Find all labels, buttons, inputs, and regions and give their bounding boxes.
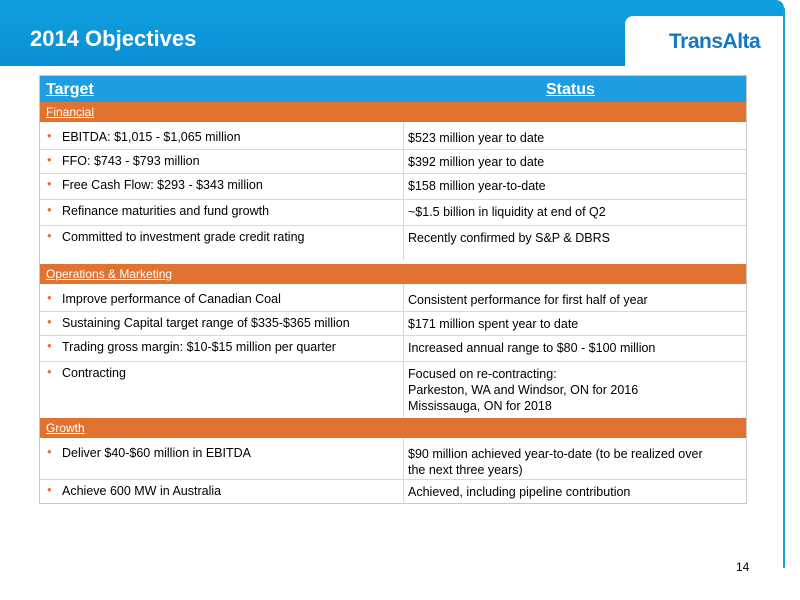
bullet-icon: • [47, 176, 52, 191]
status-line: Focused on re-contracting: [408, 367, 557, 381]
table-header: Target Status [40, 76, 746, 102]
table-row: • Committed to investment grade credit r… [40, 226, 746, 264]
table-row: • Contracting Focused on re-contracting:… [40, 362, 746, 418]
target-cell: Deliver $40-$60 million in EBITDA [62, 446, 251, 460]
column-header-status: Status [546, 81, 595, 98]
target-cell: Free Cash Flow: $293 - $343 million [62, 178, 263, 192]
section-label: Financial [46, 105, 95, 119]
section-growth: Growth [40, 418, 746, 438]
bullet-icon: • [47, 364, 52, 379]
target-cell: Trading gross margin: $10-$15 million pe… [62, 340, 336, 354]
table-row: • Deliver $40-$60 million in EBITDA $90 … [40, 442, 746, 480]
table-row: • Trading gross margin: $10-$15 million … [40, 336, 746, 362]
logo-container: TransAlta [625, 16, 783, 66]
section-operations-marketing: Operations & Marketing [40, 264, 746, 284]
right-divider [783, 8, 785, 568]
status-cell: $392 million year to date [408, 155, 545, 169]
table-row: • Refinance maturities and fund growth ~… [40, 200, 746, 226]
bullet-icon: • [47, 482, 52, 497]
table-row: • EBITDA: $1,015 - $1,065 million $523 m… [40, 126, 746, 150]
status-cell: Consistent performance for first half of… [408, 293, 648, 307]
column-divider [403, 284, 404, 418]
bullet-icon: • [47, 444, 52, 459]
slide-title: 2014 Objectives [30, 26, 197, 51]
column-header-target: Target [46, 81, 94, 98]
bullet-icon: • [47, 290, 52, 305]
status-cell: Increased annual range to $80 - $100 mil… [408, 341, 656, 355]
bullet-icon: • [47, 314, 52, 329]
status-cell: $523 million year to date [408, 131, 545, 145]
status-cell: $158 million year-to-date [408, 179, 546, 193]
target-cell: Sustaining Capital target range of $335-… [62, 316, 350, 330]
section-financial: Financial [40, 102, 746, 122]
status-line: the next three years) [408, 463, 523, 477]
status-line: $90 million achieved year-to-date (to be… [408, 447, 703, 461]
target-cell: Contracting [62, 366, 126, 380]
target-cell: Improve performance of Canadian Coal [62, 292, 281, 306]
status-cell: $171 million spent year to date [408, 317, 579, 331]
target-cell: Achieve 600 MW in Australia [62, 484, 222, 498]
target-cell: EBITDA: $1,015 - $1,065 million [62, 130, 241, 144]
bullet-icon: • [47, 202, 52, 217]
status-cell: $90 million achieved year-to-date (to be… [408, 446, 738, 478]
status-cell: Focused on re-contracting: Parkeston, WA… [408, 366, 738, 414]
slide-header: 2014 Objectives TransAlta [0, 0, 784, 66]
bullet-icon: • [47, 128, 52, 143]
page-number: 14 [736, 560, 750, 574]
bullet-icon: • [47, 152, 52, 167]
table-row: • Achieve 600 MW in Australia Achieved, … [40, 480, 746, 502]
objectives-table: Target Status Financial • EBITDA: $1,015… [39, 75, 747, 504]
bullet-icon: • [47, 338, 52, 353]
transalta-logo: TransAlta [669, 30, 761, 53]
status-cell: Recently confirmed by S&P & DBRS [408, 231, 610, 245]
target-cell: Refinance maturities and fund growth [62, 204, 270, 218]
status-line: Mississauga, ON for 2018 [408, 399, 552, 413]
table-row: • Sustaining Capital target range of $33… [40, 312, 746, 336]
column-divider [403, 122, 404, 260]
table-row: • Improve performance of Canadian Coal C… [40, 288, 746, 312]
table-row: • FFO: $743 - $793 million $392 million … [40, 150, 746, 174]
section-label: Growth [46, 421, 85, 435]
status-cell: ~$1.5 billion in liquidity at end of Q2 [408, 205, 606, 219]
status-line: Parkeston, WA and Windsor, ON for 2016 [408, 383, 639, 397]
column-divider [403, 438, 404, 502]
table-row: • Free Cash Flow: $293 - $343 million $1… [40, 174, 746, 200]
target-cell: Committed to investment grade credit rat… [62, 230, 305, 244]
target-cell: FFO: $743 - $793 million [62, 154, 200, 168]
bullet-icon: • [47, 228, 52, 243]
section-label: Operations & Marketing [46, 267, 173, 281]
status-cell: Achieved, including pipeline contributio… [408, 485, 631, 499]
